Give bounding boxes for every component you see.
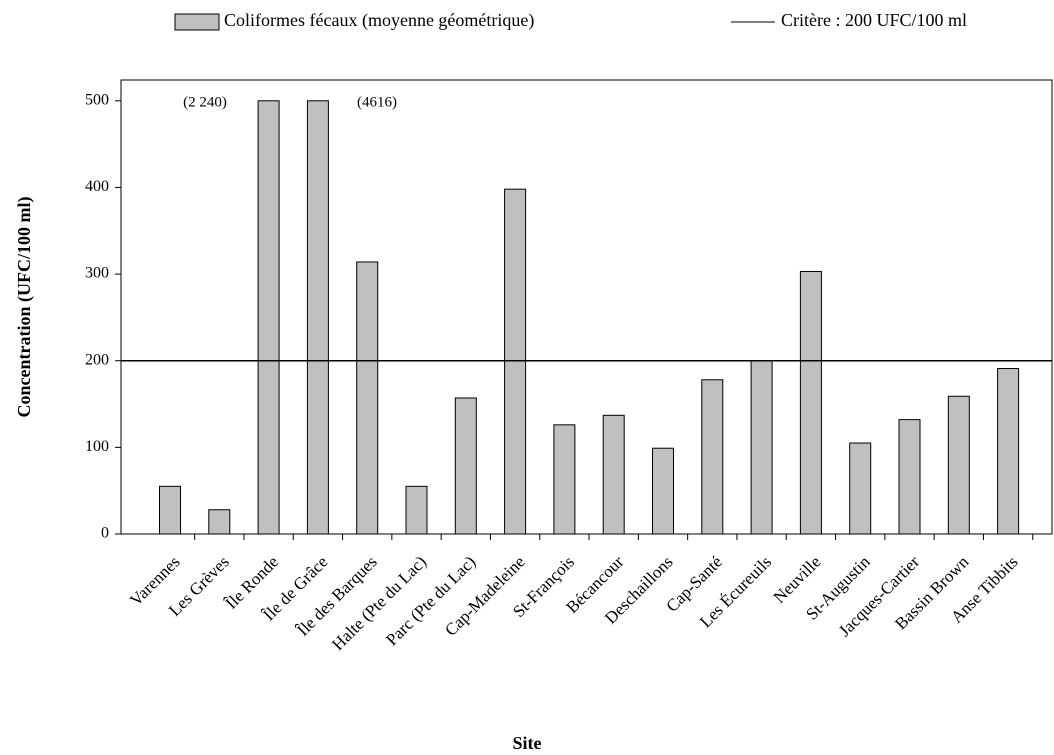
y-tick-label: 100 bbox=[85, 438, 109, 455]
bar bbox=[356, 261, 379, 535]
x-tick-label: Parc (Pte du Lac) bbox=[382, 552, 479, 649]
bar bbox=[208, 509, 231, 535]
x-axis-label: Site bbox=[513, 733, 542, 753]
plot-frame bbox=[120, 79, 1053, 535]
bar bbox=[849, 442, 872, 535]
bar bbox=[257, 100, 280, 535]
legend-label: Coliformes fécaux (moyenne géométrique) bbox=[224, 10, 534, 31]
bar bbox=[652, 447, 674, 535]
bar bbox=[159, 485, 181, 535]
y-tick-label: 300 bbox=[85, 265, 109, 282]
bar bbox=[898, 419, 921, 535]
legend-label: Critère : 200 UFC/100 ml bbox=[781, 10, 967, 30]
bar bbox=[750, 360, 773, 535]
bar bbox=[701, 379, 724, 535]
y-axis-label: Concentration (UFC/100 ml) bbox=[14, 197, 35, 418]
legend-swatch bbox=[174, 13, 220, 31]
bar bbox=[799, 270, 822, 535]
bar bbox=[602, 414, 625, 535]
bar bbox=[504, 188, 527, 535]
annotation: (2 240) bbox=[183, 94, 227, 110]
bar bbox=[454, 397, 477, 535]
bar bbox=[553, 424, 576, 535]
bar bbox=[997, 368, 1020, 535]
bar bbox=[405, 485, 428, 535]
y-tick-label: 500 bbox=[85, 91, 109, 108]
annotation: (4616) bbox=[357, 94, 397, 110]
y-tick-label: 200 bbox=[85, 351, 109, 368]
y-tick-label: 400 bbox=[85, 178, 109, 195]
bar bbox=[306, 100, 329, 535]
y-tick-label: 0 bbox=[101, 525, 109, 542]
bar bbox=[947, 395, 970, 535]
